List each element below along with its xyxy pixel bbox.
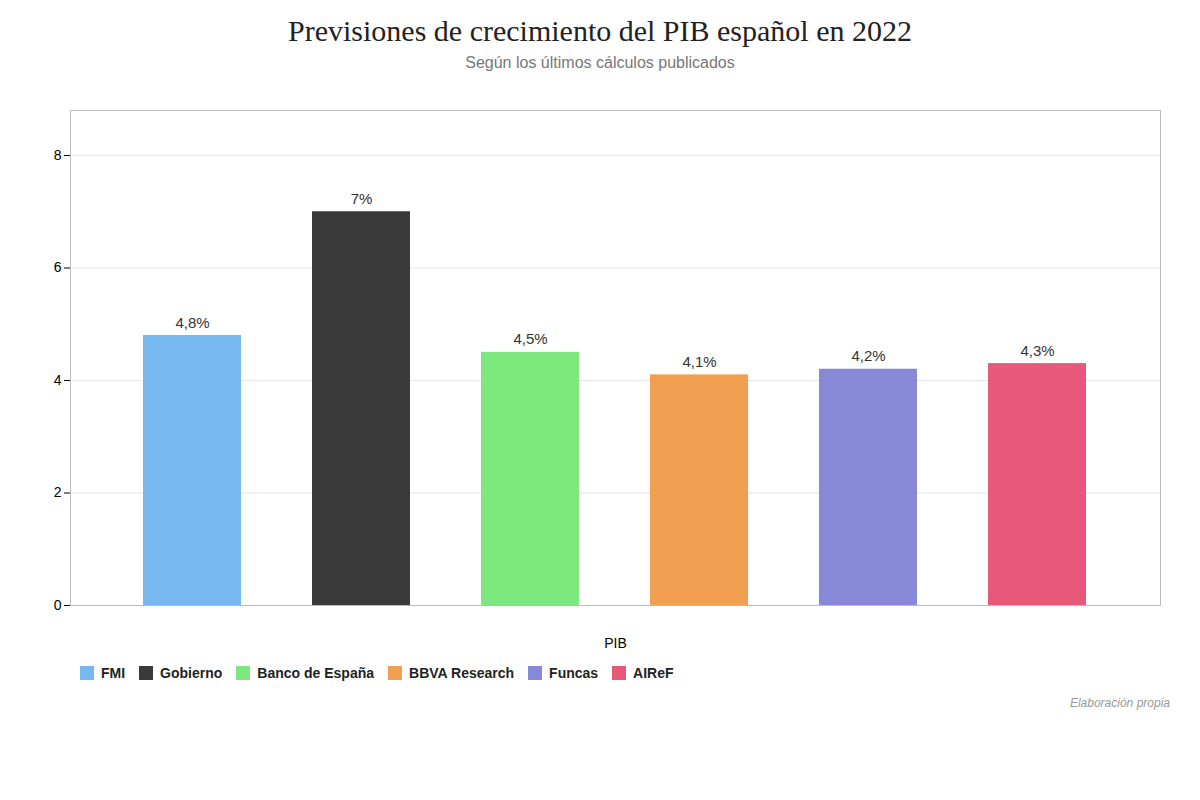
html-text:Según los últimos cálculos pub: Según los últimos cálculos publicados <box>465 54 735 71</box>
svg-text:8: 8 <box>54 147 62 163</box>
svg-text:4: 4 <box>54 372 62 388</box>
svg-text:4,3%: 4,3% <box>1020 342 1054 359</box>
html-text:Funcas: Funcas <box>549 664 599 681</box>
svg-text:6: 6 <box>54 259 62 275</box>
html-text:Previsiones de crecimiento del: Previsiones de crecimiento del PIB españ… <box>288 14 912 47</box>
svg-text:4,2%: 4,2% <box>851 347 885 364</box>
svg-text:4,5%: 4,5% <box>513 330 547 347</box>
html-text:FMI: FMI <box>101 664 126 681</box>
svg-text:2: 2 <box>54 484 62 500</box>
html-text:AIReF: AIReF <box>633 664 674 681</box>
svg-text:7%: 7% <box>351 190 373 207</box>
html-text:Elaboración propia: Elaboración propia <box>1069 696 1170 710</box>
html-text:Banco de España: Banco de España <box>257 664 374 681</box>
svg-text:0: 0 <box>54 597 62 613</box>
svg-text:4,8%: 4,8% <box>175 314 209 331</box>
html-text:BBVA Research: BBVA Research <box>409 664 515 681</box>
svg-text:PIB: PIB <box>604 635 627 651</box>
svg-text:4,1%: 4,1% <box>682 353 716 370</box>
html-text:Gobierno: Gobierno <box>160 664 223 681</box>
